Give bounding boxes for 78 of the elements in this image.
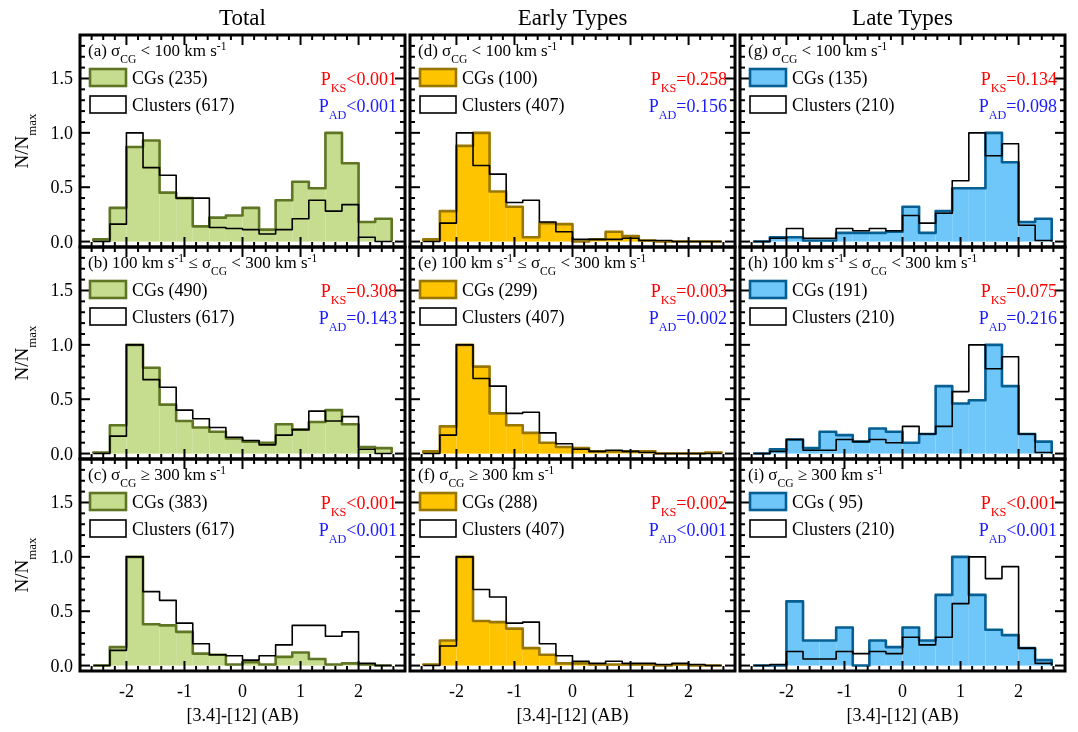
x-axis-title: [3.4]-[12] (AB)	[186, 705, 299, 726]
chart-title: Early Types	[517, 5, 628, 30]
x-tick-label: 0	[238, 681, 247, 701]
legend-label: Clusters (617)	[132, 519, 235, 540]
annotation: P$_{KS}$=0.002	[650, 493, 727, 519]
annotation: P$_{AD}$=0.098	[978, 96, 1057, 122]
annotation: (h) 100 km s$^{-1}$ ≤ σ$_{CG}$ < 300 km s$^{-1}$	[748, 251, 978, 278]
legend-label: Clusters (617)	[132, 307, 235, 328]
x-tick-label: 1	[626, 681, 636, 701]
legend-label: CGs (288)	[462, 492, 538, 513]
legend-label: CGs (235)	[132, 68, 208, 89]
legend-label: CGs (299)	[462, 280, 538, 301]
y-tick-label: 1.5	[50, 68, 73, 89]
x-tick-label: -1	[836, 681, 852, 701]
legend-label: Clusters (210)	[792, 95, 895, 116]
x-axis-title: [3.4]-[12] (AB)	[516, 705, 629, 726]
legend-label: Clusters (407)	[462, 307, 565, 328]
y-tick-label: 1.0	[50, 122, 73, 143]
annotation: (e) 100 km s$^{-1}$ ≤ σ$_{CG}$ < 300 km s$^{-1}$	[418, 251, 647, 278]
annotation: (d) σ$_{CG}$ < 100 km s$^{-1}$	[418, 39, 558, 66]
annotation: (g) σ$_{CG}$ < 100 km s$^{-1}$	[748, 39, 888, 66]
y-tick-label: 0.0	[50, 231, 73, 252]
legend-label: CGs ( 95)	[792, 492, 863, 513]
y-tick-label: 1.0	[50, 546, 73, 567]
annotation: P$_{AD}$<0.001	[318, 520, 397, 546]
x-tick-label: -2	[118, 681, 134, 701]
legend-label: CGs (383)	[132, 492, 208, 513]
x-tick-label: 2	[1014, 681, 1024, 701]
x-tick-label: 1	[296, 681, 306, 701]
x-tick-label: -1	[506, 681, 522, 701]
annotation: P$_{KS}$=0.003	[650, 281, 727, 307]
legend-label: CGs (191)	[792, 280, 868, 301]
y-tick-label: 0.0	[50, 655, 73, 676]
x-tick-label: 0	[568, 681, 577, 701]
annotation: P$_{KS}$<0.001	[980, 493, 1057, 519]
x-tick-label: 0	[898, 681, 907, 701]
x-axis-title: [3.4]-[12] (AB)	[846, 705, 959, 726]
x-tick-label: -2	[778, 681, 794, 701]
annotation: P$_{KS}$=0.134	[980, 69, 1057, 95]
annotation: P$_{KS}$=0.308	[320, 281, 397, 307]
annotation: P$_{KS}$<0.001	[320, 493, 397, 519]
annotation: P$_{AD}$=0.002	[648, 308, 727, 334]
annotation: P$_{KS}$<0.001	[320, 69, 397, 95]
annotation: (a) σ$_{CG}$ < 100 km s$^{-1}$	[88, 39, 227, 66]
annotation: (c) σ$_{CG}$ ≥ 300 km s$^{-1}$	[88, 463, 227, 490]
x-tick-label: -2	[448, 681, 464, 701]
x-tick-label: 2	[354, 681, 364, 701]
annotation: P$_{AD}$=0.216	[978, 308, 1057, 334]
chart-title: Late Types	[852, 5, 953, 30]
chart-title: Total	[219, 5, 266, 30]
y-tick-label: 0.5	[50, 389, 73, 410]
annotation: P$_{KS}$=0.258	[650, 69, 727, 95]
annotation: P$_{AD}$=0.156	[648, 96, 727, 122]
annotation: P$_{AD}$=0.143	[318, 308, 397, 334]
legend-label: Clusters (407)	[462, 519, 565, 540]
legend-label: CGs (100)	[462, 68, 538, 89]
annotation: P$_{AD}$<0.001	[318, 96, 397, 122]
legend-label: Clusters (407)	[462, 95, 565, 116]
legend-label: Clusters (210)	[792, 519, 895, 540]
y-tick-label: 1.5	[50, 280, 73, 301]
x-tick-label: 1	[956, 681, 966, 701]
legend-label: Clusters (210)	[792, 307, 895, 328]
annotation: P$_{KS}$=0.075	[980, 281, 1057, 307]
annotation: (f) σ$_{CG}$ ≥ 300 km s$^{-1}$	[418, 463, 555, 490]
annotation: P$_{AD}$<0.001	[648, 520, 727, 546]
legend-label: CGs (135)	[792, 68, 868, 89]
x-tick-label: 2	[684, 681, 694, 701]
annotation: (i) σ$_{CG}$ ≥ 300 km s$^{-1}$	[748, 463, 884, 490]
y-tick-label: 1.5	[50, 492, 73, 513]
annotation: (b) 100 km s$^{-1}$ ≤ σ$_{CG}$ < 300 km s$^{-1}$	[88, 251, 318, 278]
y-tick-label: 0.0	[50, 443, 73, 464]
annotation: P$_{AD}$<0.001	[978, 520, 1057, 546]
y-tick-label: 0.5	[50, 177, 73, 198]
legend-label: CGs (490)	[132, 280, 208, 301]
y-tick-label: 1.0	[50, 334, 73, 355]
x-tick-label: -1	[176, 681, 192, 701]
y-tick-label: 0.5	[50, 601, 73, 622]
legend-label: Clusters (617)	[132, 95, 235, 116]
